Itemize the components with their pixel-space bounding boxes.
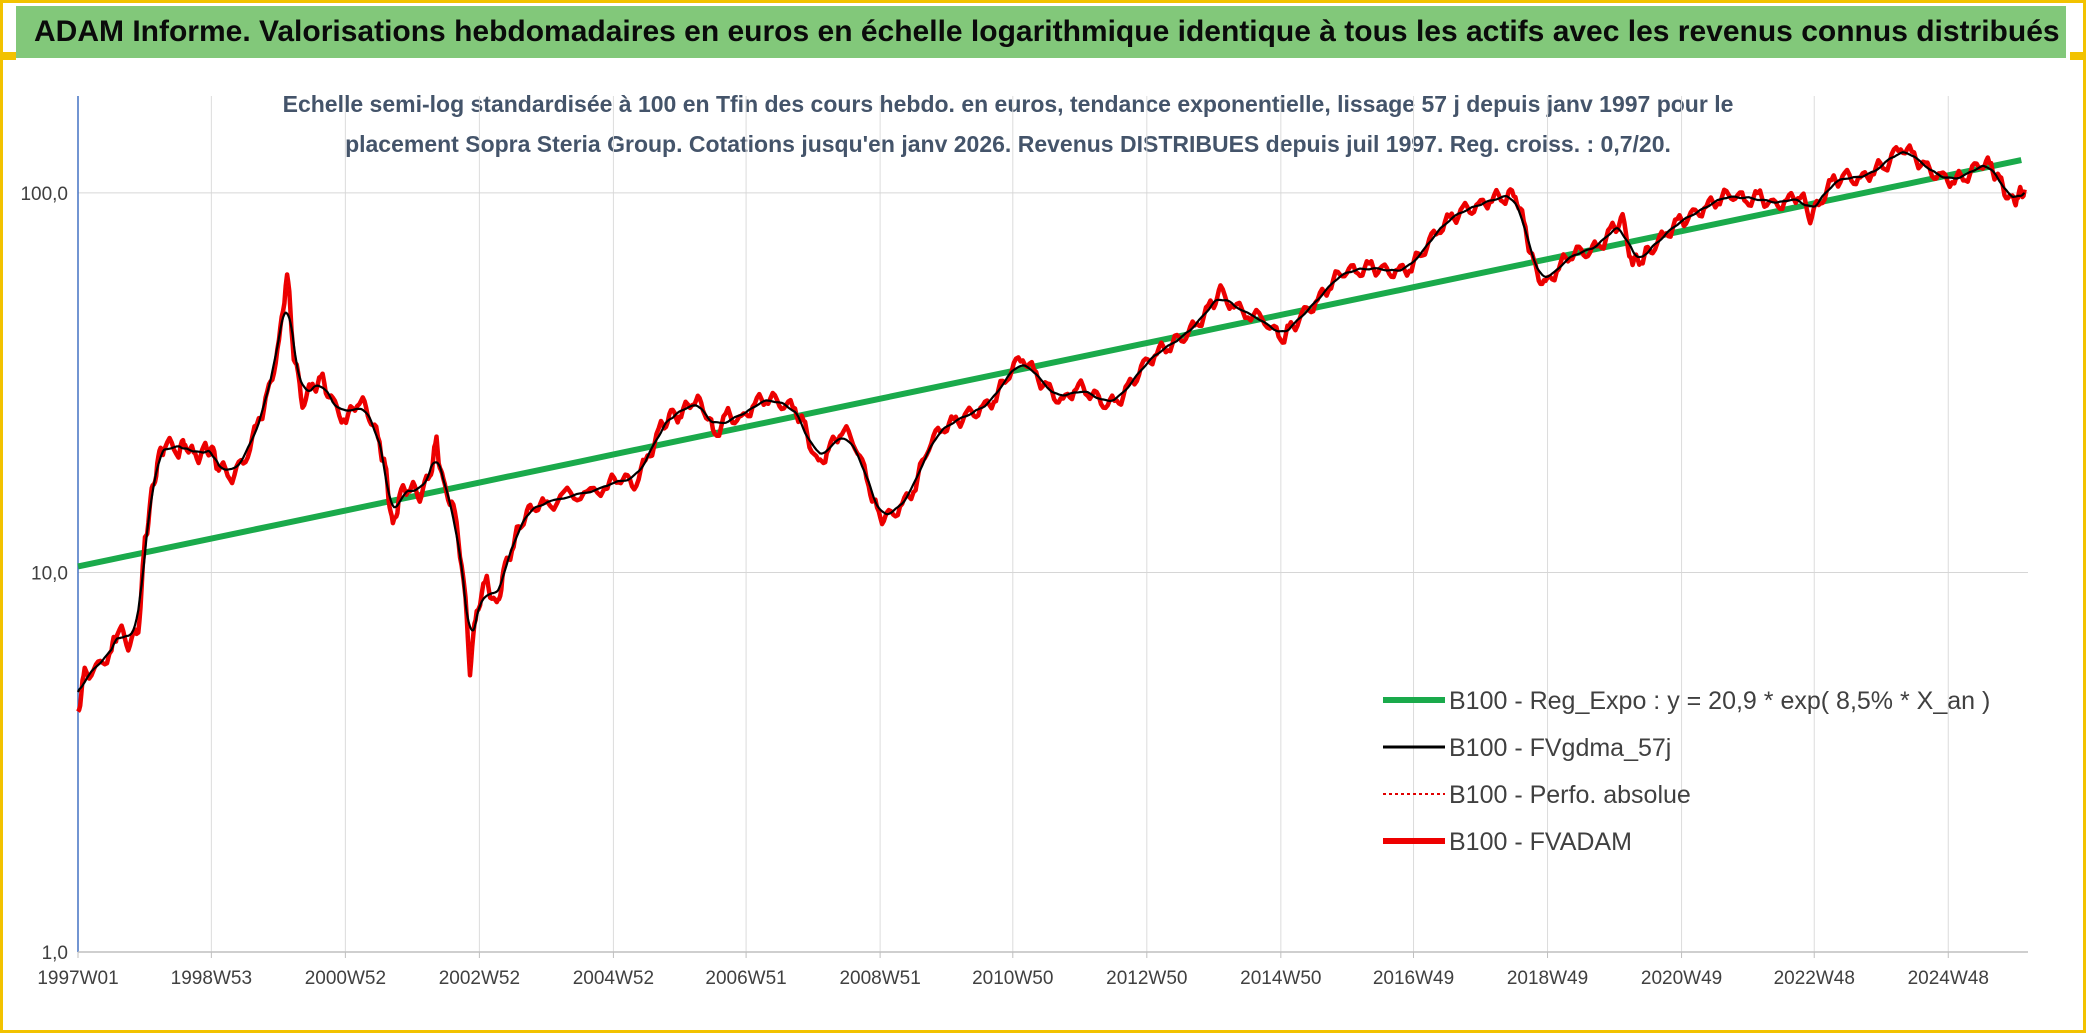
legend-label-2: B100 - FVgdma_57j (1449, 734, 1671, 762)
x-tick-label: 2020W49 (1641, 968, 1722, 989)
chart-title-line-1: Echelle semi-log standardisée à 100 en T… (282, 91, 1734, 117)
legend-label-3: B100 - Perfo. absolue (1449, 781, 1691, 809)
x-tick-label: 2018W49 (1507, 968, 1588, 989)
line-chart: 1,0 10,0 100,0 1997W01 1998W53 2000W52 2002W52… (20, 96, 2028, 989)
x-tick-label: 2014W50 (1240, 968, 1321, 989)
x-tick-label: 2004W52 (573, 968, 654, 989)
y-tick-label: 100,0 (20, 184, 68, 205)
x-tick-label: 2012W50 (1106, 968, 1187, 989)
fvgdma-smoothed-series-line (77, 151, 2026, 693)
chart-area: Echelle semi-log standardisée à 100 en T… (8, 64, 2078, 1026)
corner-accent-right (2070, 52, 2086, 60)
x-tick-label: 2008W51 (839, 968, 920, 989)
x-tick-label: 1998W53 (171, 968, 252, 989)
chart-title: Echelle semi-log standardisée à 100 en T… (248, 84, 1768, 164)
report-banner-title: ADAM Informe. Valorisations hebdomadaire… (16, 6, 2066, 58)
y-tick-label: 10,0 (31, 563, 68, 584)
x-tick-label: 2024W48 (1908, 968, 1989, 989)
chart-title-line-2: placement Sopra Steria Group. Cotations … (345, 131, 1671, 157)
regression-trend-line (77, 157, 2022, 570)
perfo-absolue-series-line (77, 144, 2026, 712)
grid-lines (77, 96, 2028, 953)
axes: 1,0 10,0 100,0 1997W01 1998W53 2000W52 2002W52… (20, 96, 2028, 989)
x-tick-label: 2010W50 (972, 968, 1053, 989)
x-tick-label: 1997W01 (37, 968, 118, 989)
x-tick-label: 2022W48 (1774, 968, 1855, 989)
legend: B100 - Reg_Expo : y = 20,9 * exp( 8,5% *… (1383, 687, 1990, 856)
x-tick-label: 2006W51 (705, 968, 786, 989)
y-tick-label: 1,0 (42, 943, 68, 964)
x-tick-label: 2000W52 (305, 968, 386, 989)
x-tick-label: 2002W52 (439, 968, 520, 989)
x-tick-label: 2016W49 (1373, 968, 1454, 989)
fvadam-series-line (76, 143, 2027, 713)
series-lines (76, 143, 2027, 713)
legend-label-4: B100 - FVADAM (1449, 828, 1632, 856)
legend-label-1: B100 - Reg_Expo : y = 20,9 * exp( 8,5% *… (1449, 687, 1990, 715)
corner-accent-left (0, 52, 16, 60)
